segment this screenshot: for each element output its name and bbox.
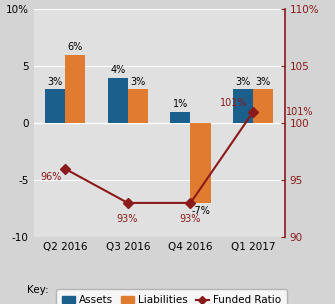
Text: 3%: 3% [236, 77, 251, 87]
Text: 3%: 3% [256, 77, 271, 87]
Text: 101%: 101% [286, 107, 313, 117]
Text: 6%: 6% [67, 43, 83, 52]
Bar [45, 89, 65, 123]
Text: -7%: -7% [191, 206, 210, 216]
Bar [171, 112, 191, 123]
Text: 93%: 93% [179, 214, 201, 224]
Text: 4%: 4% [110, 65, 125, 75]
Text: 3%: 3% [130, 77, 145, 87]
Legend: Assets, Liabilities, Funded Ratio: Assets, Liabilities, Funded Ratio [56, 289, 287, 304]
Bar [128, 89, 148, 123]
Text: 1%: 1% [173, 99, 188, 109]
Text: 3%: 3% [47, 77, 63, 87]
Bar [108, 78, 128, 123]
Bar [253, 89, 273, 123]
Text: 101%: 101% [220, 98, 248, 108]
Bar [65, 55, 85, 123]
Text: 93%: 93% [117, 214, 138, 224]
Text: 96%: 96% [40, 172, 61, 182]
Bar [233, 89, 253, 123]
Bar [191, 123, 211, 203]
Text: Key:: Key: [27, 285, 49, 295]
